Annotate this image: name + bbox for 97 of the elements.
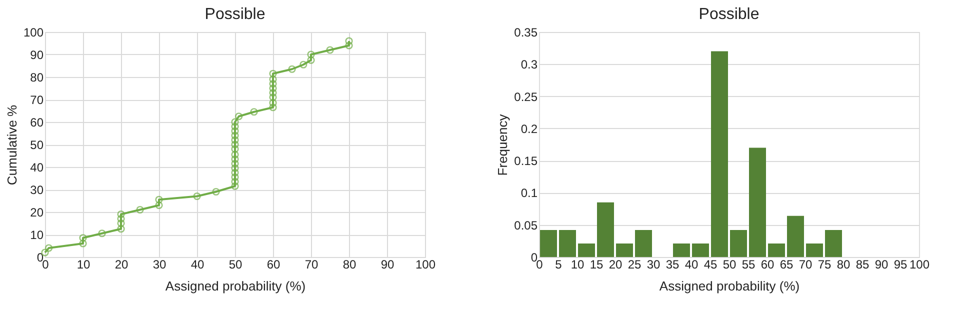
y-axis-title: Frequency (495, 114, 510, 176)
point (231, 140, 239, 148)
y-tick-label: 0.05 (514, 218, 538, 232)
y-tick-label: 10 (30, 228, 44, 242)
chart-title: Possible (698, 6, 760, 23)
x-tick-label: 30 (646, 258, 660, 272)
point (231, 168, 239, 176)
point (136, 206, 144, 214)
chart-title: Possible (204, 6, 266, 23)
point (269, 70, 277, 78)
point (231, 150, 239, 158)
x-tick-label: 100 (415, 258, 436, 272)
x-tick-label: 55 (742, 258, 756, 272)
y-tick-label: 0.3 (520, 58, 538, 72)
x-tick-label: 15 (590, 258, 604, 272)
x-tick-label: 70 (798, 258, 812, 272)
point (231, 160, 239, 168)
y-tick-label: 20 (30, 206, 44, 220)
point (98, 230, 106, 238)
x-tick-label: 45 (704, 258, 718, 272)
x-tick-label: 60 (266, 258, 280, 272)
x-tick-label: 50 (722, 258, 736, 272)
point (234, 112, 243, 120)
point (250, 108, 258, 116)
point (231, 182, 239, 190)
point (307, 50, 315, 58)
point (212, 188, 220, 196)
x-tick-label: 40 (190, 258, 204, 272)
x-tick-label: 40 (684, 258, 698, 272)
point (269, 75, 277, 84)
point (269, 80, 277, 88)
point (117, 225, 125, 233)
point (193, 192, 201, 200)
y-tick-label: 0.1 (520, 186, 538, 200)
point (79, 240, 87, 248)
point (269, 99, 277, 107)
point (155, 201, 163, 210)
point (269, 88, 277, 97)
y-tick-label: 40 (30, 160, 44, 174)
point (307, 56, 315, 64)
point (300, 60, 308, 68)
point (155, 196, 163, 204)
y-tick-label: 70 (30, 93, 44, 107)
y-tick-label: 0.35 (514, 26, 538, 40)
point (231, 132, 239, 140)
x-tick-label: 30 (152, 258, 166, 272)
x-tick-label: 50 (228, 258, 242, 272)
point (79, 234, 87, 242)
x-tick-label: 100 (909, 258, 930, 272)
point (231, 164, 239, 172)
point (44, 244, 53, 252)
point (269, 104, 277, 112)
point (231, 118, 239, 126)
x-axis-title: Assigned probability (%) (659, 278, 800, 294)
point (231, 145, 239, 153)
x-tick-label: 35 (666, 258, 680, 272)
point (288, 65, 296, 73)
point (269, 84, 277, 92)
y-tick-label: 80 (30, 70, 44, 84)
x-tick-label: 10 (76, 258, 90, 272)
y-axis-title: Cumulative % (4, 104, 20, 186)
point (231, 127, 239, 135)
x-axis-title: Assigned probability (%) (165, 278, 306, 294)
y-tick-label: 0.2 (520, 122, 538, 136)
y-tick-label: 100 (23, 26, 44, 40)
x-tick-label: 20 (608, 258, 622, 272)
x-tick-label: 85 (856, 258, 870, 272)
x-tick-label: 80 (342, 258, 356, 272)
point (117, 219, 125, 228)
point (117, 210, 125, 218)
point (326, 46, 334, 54)
x-tick-label: 90 (380, 258, 394, 272)
point (269, 93, 277, 102)
x-tick-label: 60 (760, 258, 774, 272)
x-tick-label: 90 (874, 258, 888, 272)
x-tick-label: 70 (304, 258, 318, 272)
point (231, 173, 239, 181)
x-tick-label: 95 (894, 258, 908, 272)
x-tick-label: 80 (836, 258, 850, 272)
point (231, 155, 239, 163)
point (231, 122, 239, 130)
point (117, 214, 125, 223)
y-tick-label: 30 (30, 183, 44, 197)
y-tick-label: 0.15 (514, 154, 538, 168)
point (345, 42, 353, 50)
x-tick-label: 25 (628, 258, 642, 272)
y-tick-label: 50 (30, 138, 44, 152)
x-tick-label: 75 (818, 258, 832, 272)
x-tick-label: 20 (114, 258, 128, 272)
point (231, 136, 239, 144)
y-tick-label: 60 (30, 116, 44, 130)
x-tick-label: 10 (570, 258, 584, 272)
y-tick-label: 90 (30, 48, 44, 62)
x-tick-label: 65 (780, 258, 794, 272)
point (231, 178, 239, 186)
y-tick-label: 0.25 (514, 90, 538, 104)
x-tick-label: 5 (555, 258, 562, 272)
